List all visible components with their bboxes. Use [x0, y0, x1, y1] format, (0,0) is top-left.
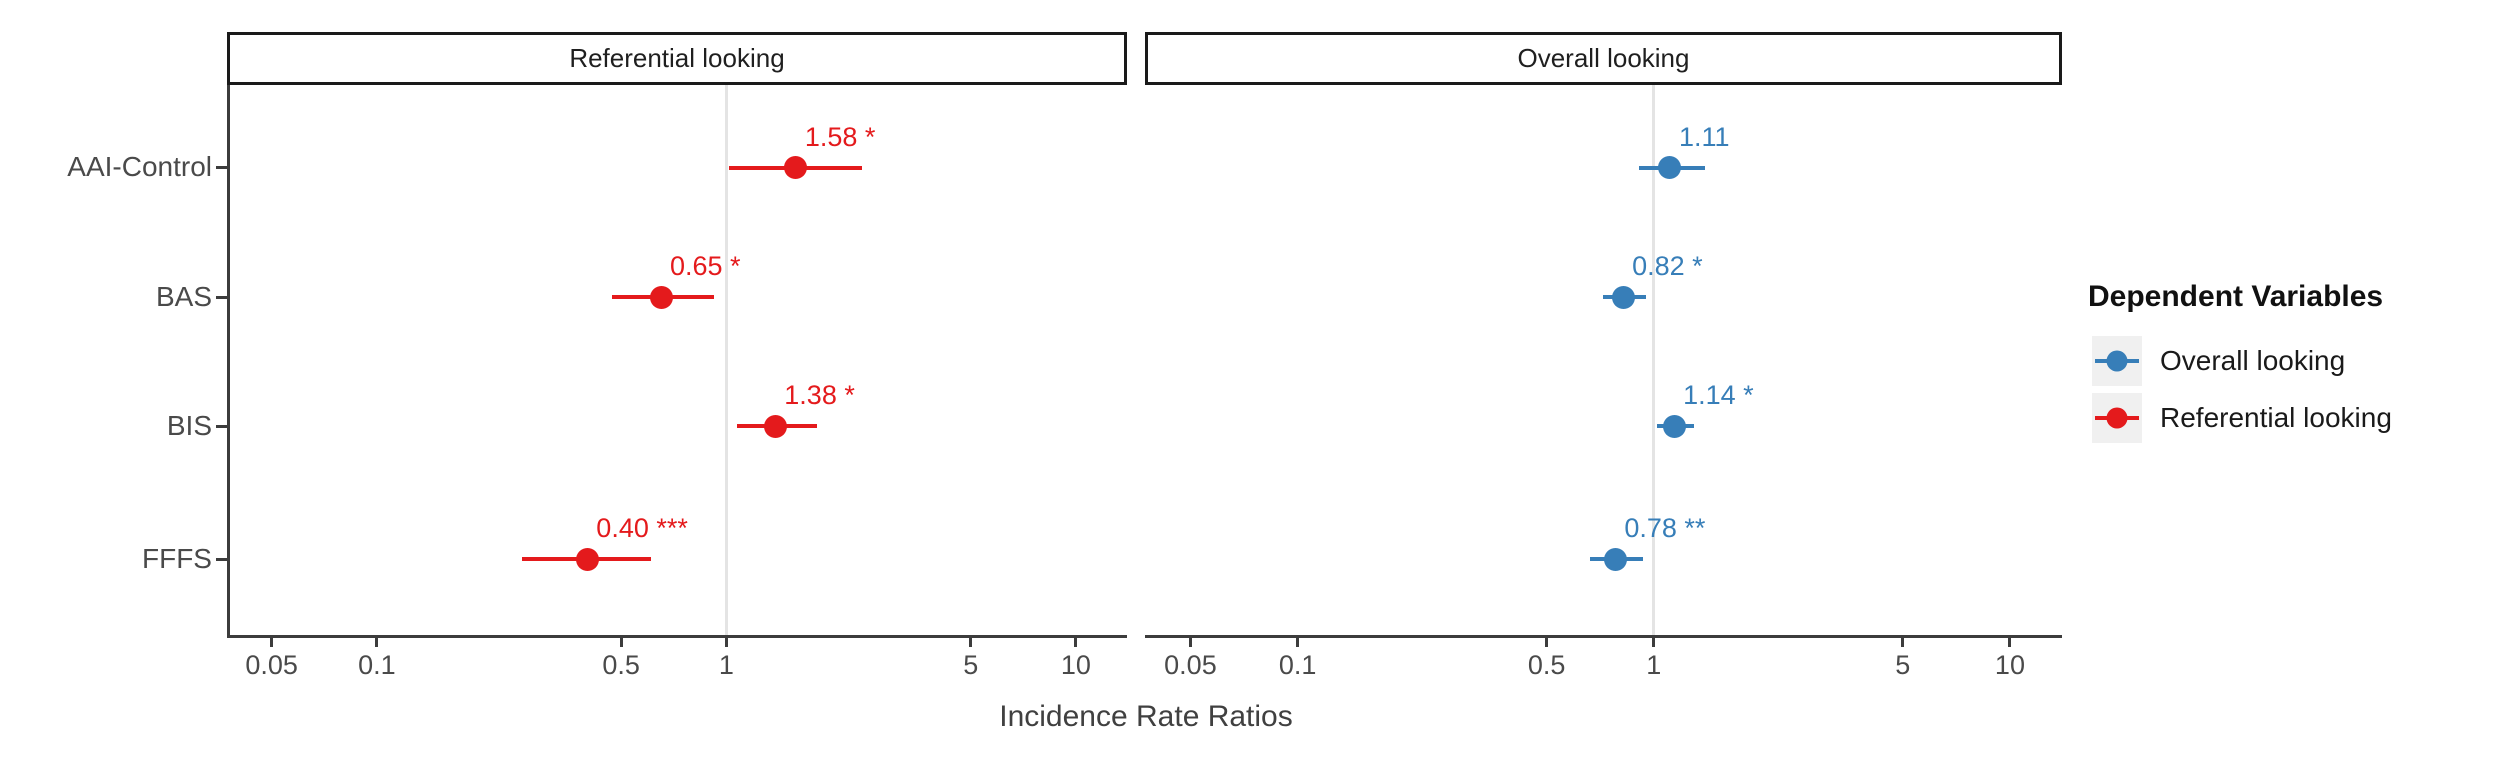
x-axis-tick [1545, 638, 1549, 647]
x-axis-tick-label: 10 [1060, 650, 1091, 680]
data-point [575, 547, 599, 571]
data-point [1658, 156, 1682, 179]
y-axis-tick [216, 557, 227, 561]
y-axis-label-bis: BIS [166, 410, 212, 441]
data-point [1603, 547, 1627, 571]
x-axis-tick [1296, 638, 1300, 647]
y-axis-tick [216, 166, 227, 169]
legend-item-label: Overall looking [2160, 345, 2346, 376]
legend-item-overall-looking: Overall looking [2092, 336, 2345, 386]
data-point [649, 285, 673, 309]
y-axis-label-bas: BAS [155, 281, 212, 312]
value-label: 0.40 *** [596, 513, 688, 544]
legend-key [2092, 393, 2142, 443]
legend-key [2092, 336, 2142, 386]
value-label: 0.65 * [670, 251, 741, 282]
reference-line-x1 [1652, 85, 1656, 635]
x-axis-tick [1652, 638, 1656, 647]
data-point [784, 156, 808, 179]
data-point [1662, 414, 1686, 438]
x-axis-tick [969, 638, 973, 647]
x-axis-tick-label: 0.05 [245, 650, 298, 680]
legend-dot-glyph [2106, 350, 2128, 372]
y-axis-tick [216, 295, 227, 299]
value-label: 1.14 * [1683, 380, 1754, 410]
x-axis-tick-label: 0.1 [358, 650, 396, 680]
x-axis-tick [375, 638, 379, 647]
value-label: 1.11 [1678, 121, 1730, 152]
x-axis-tick [270, 638, 274, 647]
x-axis-tick-label: 5 [963, 650, 979, 680]
y-axis-label-aai-control: AAI-Control [67, 151, 212, 182]
y-axis-tick [216, 424, 227, 428]
legend-title: Dependent Variables [2088, 280, 2384, 313]
x-axis-tick-label: 5 [1895, 650, 1911, 680]
value-label: 0.82 * [1632, 251, 1703, 282]
x-axis-title: Incidence Rate Ratios [999, 700, 1293, 733]
panel-strip-overall-looking: Overall looking [1145, 32, 2062, 85]
x-axis-tick-label: 1 [1646, 650, 1662, 680]
legend-item-referential-looking: Referential looking [2092, 393, 2392, 443]
x-axis-tick [1188, 638, 1192, 647]
y-axis-line [227, 85, 230, 638]
x-axis-line [1145, 635, 2062, 638]
value-label: 0.78 ** [1624, 513, 1706, 544]
x-axis-tick-label: 10 [1994, 650, 2025, 680]
value-label: 1.58 * [804, 121, 876, 152]
legend-dot-glyph [2106, 407, 2128, 429]
x-axis-tick [1901, 638, 1905, 647]
x-axis-tick-label: 0.05 [1164, 650, 1217, 680]
x-axis-tick-label: 0.5 [1527, 650, 1566, 680]
x-axis-tick-label: 1 [718, 650, 734, 680]
value-label: 1.38 * [784, 380, 855, 410]
reference-line-x1 [724, 85, 728, 635]
panel-strip-title: Overall looking [1517, 43, 1690, 73]
panel-strip-referential-looking: Referential looking [227, 32, 1127, 85]
y-axis-label-fffs: FFFS [142, 543, 212, 574]
x-axis-tick [2008, 638, 2012, 647]
x-axis-tick [619, 638, 623, 647]
x-axis-tick-label: 0.5 [602, 650, 640, 680]
panel-strip-title: Referential looking [569, 43, 785, 73]
x-axis-tick-label: 0.1 [1278, 650, 1317, 680]
x-axis-line [227, 635, 1127, 638]
legend-item-label: Referential looking [2160, 402, 2392, 433]
data-point [763, 414, 787, 438]
x-axis-tick [1074, 638, 1078, 647]
data-point [1611, 285, 1635, 309]
x-axis-tick [724, 638, 728, 647]
